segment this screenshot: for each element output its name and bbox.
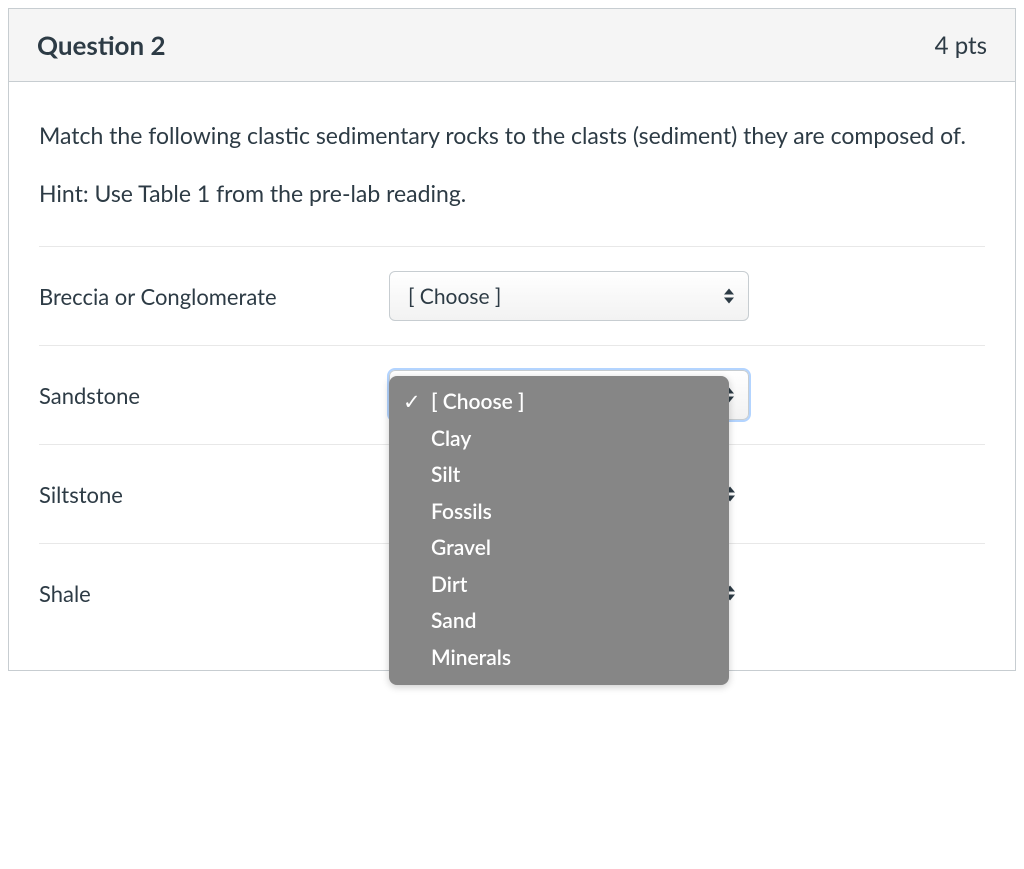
select-breccia[interactable]: [ Choose ]: [389, 271, 749, 321]
dropdown-option-fossils[interactable]: Fossils: [389, 494, 729, 531]
dropdown-option-silt[interactable]: Silt: [389, 457, 729, 494]
question-body: Match the following clastic sedimentary …: [9, 82, 1015, 670]
question-card: Question 2 4 pts Match the following cla…: [8, 8, 1016, 671]
match-row-breccia: Breccia or Conglomerate [ Choose ]: [39, 246, 985, 345]
match-row-sandstone: Sandstone [ Choose ] [ Choose ] Clay Sil…: [39, 345, 985, 444]
dropdown-option-clay[interactable]: Clay: [389, 421, 729, 458]
dropdown-option-gravel[interactable]: Gravel: [389, 530, 729, 567]
select-value: [ Choose ]: [408, 284, 501, 309]
question-points: 4 pts: [935, 31, 987, 60]
match-label: Breccia or Conglomerate: [39, 283, 389, 310]
select-wrap: [ Choose ]: [389, 271, 749, 321]
match-label: Siltstone: [39, 481, 389, 508]
question-header: Question 2 4 pts: [9, 9, 1015, 82]
question-hint: Hint: Use Table 1 from the pre-lab readi…: [39, 176, 985, 211]
question-prompt: Match the following clastic sedimentary …: [39, 118, 985, 154]
dropdown-menu[interactable]: [ Choose ] Clay Silt Fossils Gravel Dirt…: [389, 376, 729, 684]
dropdown-option-minerals[interactable]: Minerals: [389, 640, 729, 677]
dropdown-option-dirt[interactable]: Dirt: [389, 567, 729, 604]
match-label: Shale: [39, 580, 389, 607]
select-wrap: [ Choose ] [ Choose ] Clay Silt Fossils …: [389, 370, 749, 420]
dropdown-option-sand[interactable]: Sand: [389, 603, 729, 640]
dropdown-option-choose[interactable]: [ Choose ]: [389, 384, 729, 421]
match-label: Sandstone: [39, 382, 389, 409]
updown-icon: [724, 289, 734, 304]
question-title: Question 2: [37, 29, 166, 61]
